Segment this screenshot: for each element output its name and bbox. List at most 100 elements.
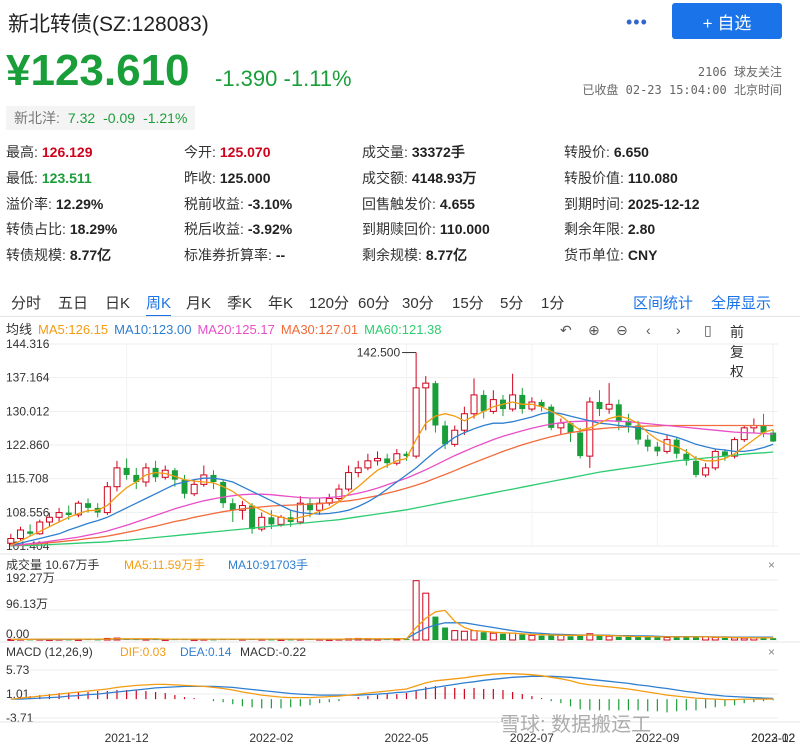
tab-5[interactable]: 季K bbox=[227, 295, 253, 312]
candle-body bbox=[335, 488, 343, 499]
close-macd-icon: × bbox=[768, 645, 775, 659]
prev-icon[interactable]: ‹ bbox=[646, 322, 651, 338]
y-tick-label: 130.012 bbox=[6, 404, 50, 418]
tab-1[interactable]: 五日 bbox=[58, 295, 89, 312]
stat-label: 剩余年限: bbox=[564, 221, 624, 238]
volume-bar bbox=[94, 639, 101, 641]
tab-12[interactable]: 1分 bbox=[541, 295, 565, 312]
volume-bar bbox=[403, 639, 410, 641]
tab-11[interactable]: 5分 bbox=[500, 295, 524, 312]
zoom-in-icon[interactable]: ⊕ bbox=[588, 322, 600, 338]
change-value: -1.390 bbox=[215, 66, 278, 91]
candle-body bbox=[364, 460, 372, 469]
volume-bar bbox=[567, 636, 574, 640]
tab-9[interactable]: 30分 bbox=[402, 295, 434, 312]
candle-body bbox=[229, 503, 236, 511]
volume-bar bbox=[615, 636, 622, 640]
page-title: 新北转债(SZ:128083) bbox=[8, 13, 209, 36]
max-price-label: 142.500 bbox=[357, 346, 401, 360]
stat-item: 成交量: 33372手 bbox=[362, 142, 465, 162]
followers-count[interactable]: 2106 球友关注 bbox=[697, 65, 782, 79]
volume-bar bbox=[442, 627, 449, 640]
ma10-line bbox=[10, 411, 774, 547]
candle-body bbox=[45, 516, 53, 523]
x-tick-label: 2023-02 bbox=[751, 731, 795, 745]
stat-label: 昨收: bbox=[184, 169, 216, 186]
candle-body bbox=[16, 529, 24, 539]
volume-legend-item: 成交量 10.67万手 bbox=[6, 557, 99, 572]
stat-item: 转股价: 6.650 bbox=[564, 142, 649, 162]
candle-body bbox=[577, 432, 584, 457]
candle-body bbox=[605, 403, 613, 410]
tab-10[interactable]: 15分 bbox=[452, 295, 484, 312]
stat-label: 转债占比: bbox=[6, 221, 66, 238]
stat-item: 税前收益: -3.10% bbox=[184, 194, 292, 214]
stat-value: -3.10% bbox=[247, 195, 293, 212]
volume-bar bbox=[548, 634, 555, 640]
tab-4[interactable]: 月K bbox=[186, 295, 212, 312]
stat-item: 最低: 123.511 bbox=[6, 168, 92, 188]
add-watchlist-button[interactable]: + 自选 bbox=[672, 3, 782, 39]
stat-item: 税后收益: -3.92% bbox=[184, 219, 292, 239]
stat-value: 125.000 bbox=[219, 169, 271, 186]
tab-8[interactable]: 60分 bbox=[358, 295, 390, 312]
candle-body bbox=[306, 503, 313, 511]
volume-bar bbox=[519, 634, 526, 640]
candle-body bbox=[384, 458, 391, 464]
fullscreen-link[interactable]: 全屏显示 bbox=[711, 295, 772, 312]
close-volume-icon: × bbox=[768, 558, 775, 572]
tab-2[interactable]: 日K bbox=[105, 295, 131, 312]
candle-body bbox=[133, 474, 140, 482]
zoom-out-icon[interactable]: ⊖ bbox=[616, 322, 628, 338]
candle-body bbox=[412, 387, 420, 457]
candle-icon[interactable]: ▯ bbox=[704, 322, 712, 338]
volume-bar bbox=[287, 639, 294, 641]
volume-bar bbox=[489, 632, 497, 641]
stock-pct: -1.21% bbox=[143, 110, 188, 126]
candle-body bbox=[258, 516, 266, 530]
volume-bar bbox=[480, 632, 487, 640]
tab-6[interactable]: 年K bbox=[268, 295, 294, 312]
next-icon[interactable]: › bbox=[676, 322, 681, 338]
volume-bar bbox=[412, 580, 420, 641]
volume-bar bbox=[711, 637, 719, 641]
candle-body bbox=[181, 479, 188, 494]
candle-body bbox=[442, 425, 449, 445]
underlying-stock[interactable]: 新北洋: 7.32 -0.09 -1.21% bbox=[6, 106, 196, 130]
stat-value: 110.000 bbox=[439, 221, 490, 238]
candle-body bbox=[615, 404, 622, 421]
candle-body bbox=[422, 382, 430, 389]
tab-7[interactable]: 120分 bbox=[309, 295, 350, 312]
volume-bar bbox=[460, 630, 468, 641]
volume-legend-item: MA5:11.59万手 bbox=[124, 558, 205, 572]
ma-label: 均线 bbox=[6, 322, 33, 337]
stat-item: 标准券折算率: -- bbox=[184, 245, 285, 265]
volume-bar bbox=[577, 635, 584, 640]
y-tick-label: 144.316 bbox=[6, 337, 50, 351]
stat-label: 成交额: bbox=[362, 169, 408, 186]
y-tick-label: 115.708 bbox=[6, 472, 49, 486]
more-icon[interactable]: ••• bbox=[626, 12, 648, 32]
stat-item: 回售触发价: 4.655 bbox=[362, 194, 475, 214]
macd-legend-item: DIF:0.03 bbox=[120, 645, 166, 659]
candle-body bbox=[567, 423, 574, 433]
stat-label: 最低: bbox=[6, 169, 38, 186]
candle-body bbox=[654, 446, 661, 452]
stat-value: CNY bbox=[627, 247, 658, 264]
stat-label: 回售触发价: bbox=[362, 195, 436, 212]
tab-0[interactable]: 分时 bbox=[11, 295, 42, 312]
y-tick-label: 108.556 bbox=[6, 505, 50, 519]
undo-icon[interactable]: ↶ bbox=[560, 322, 572, 338]
adjust-mode[interactable]: 前复权 bbox=[730, 324, 744, 380]
stat-value: 110.080 bbox=[627, 169, 678, 186]
volume-y-tick: 0.00 bbox=[6, 627, 30, 641]
stat-value: 2025-12-12 bbox=[627, 195, 700, 212]
candle-body bbox=[123, 467, 130, 475]
range-stats-link[interactable]: 区间统计 bbox=[633, 295, 694, 312]
candle-body bbox=[625, 420, 632, 426]
macd-legend-item: MACD (12,26,9) bbox=[6, 645, 93, 659]
stat-value: 12.29% bbox=[55, 195, 104, 212]
stat-item: 最高: 126.129 bbox=[6, 142, 93, 162]
y-tick-label: 122.860 bbox=[6, 438, 50, 452]
